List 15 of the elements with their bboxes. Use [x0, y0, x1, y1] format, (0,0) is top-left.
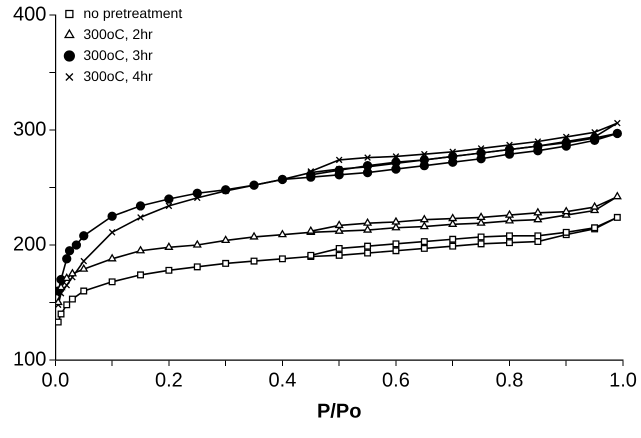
x-tick-label: 0.4	[268, 370, 296, 392]
x-tick-label: 0.0	[41, 370, 70, 392]
y-tick-label: 400	[12, 4, 46, 26]
y-tick-label: 100	[12, 348, 46, 371]
legend-label: 300oC, 2hr	[83, 26, 153, 42]
legend-label: 300oC, 3hr	[83, 46, 153, 63]
x-axis-title: P/Po	[316, 400, 362, 423]
y-tick-label: 300	[12, 118, 46, 141]
x-tick-label: 0.8	[496, 370, 524, 392]
legend-label: 300oC, 4hr	[83, 68, 153, 84]
legend-label: no pretreatment	[83, 4, 182, 21]
y-tick-label: 200	[12, 234, 46, 256]
x-tick-label: 0.6	[382, 370, 410, 392]
x-tick-label: 1.0	[609, 370, 637, 392]
x-tick-label: 0.2	[154, 370, 183, 392]
